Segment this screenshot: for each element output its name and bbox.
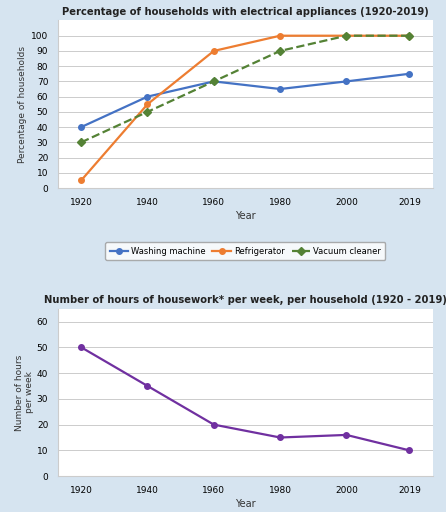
- Hours per week: [407, 447, 412, 454]
- Refrigerator: [344, 33, 349, 39]
- Refrigerator: [277, 33, 283, 39]
- Title: Number of hours of housework* per week, per household (1920 - 2019): Number of hours of housework* per week, …: [44, 295, 446, 305]
- Line: Vacuum cleaner: Vacuum cleaner: [78, 33, 412, 145]
- Refrigerator: [78, 177, 84, 183]
- Washing machine: [78, 124, 84, 130]
- Line: Refrigerator: Refrigerator: [78, 33, 412, 183]
- Hours per week: [344, 432, 349, 438]
- Hours per week: [277, 434, 283, 440]
- Washing machine: [277, 86, 283, 92]
- Vacuum cleaner: [407, 33, 412, 39]
- Vacuum cleaner: [211, 78, 216, 84]
- X-axis label: Year: Year: [235, 499, 256, 509]
- Washing machine: [344, 78, 349, 84]
- Refrigerator: [407, 33, 412, 39]
- Line: Hours per week: Hours per week: [78, 345, 412, 453]
- Title: Percentage of households with electrical appliances (1920-2019): Percentage of households with electrical…: [62, 7, 429, 17]
- Hours per week: [145, 383, 150, 389]
- Line: Washing machine: Washing machine: [78, 71, 412, 130]
- Hours per week: [78, 344, 84, 350]
- X-axis label: Year: Year: [235, 211, 256, 221]
- Legend: Washing machine, Refrigerator, Vacuum cleaner: Washing machine, Refrigerator, Vacuum cl…: [105, 243, 385, 260]
- Y-axis label: Percentage of households: Percentage of households: [18, 46, 27, 163]
- Vacuum cleaner: [277, 48, 283, 54]
- Vacuum cleaner: [78, 139, 84, 145]
- Refrigerator: [145, 101, 150, 108]
- Y-axis label: Number of hours
per week: Number of hours per week: [15, 354, 34, 431]
- Hours per week: [211, 421, 216, 428]
- Vacuum cleaner: [145, 109, 150, 115]
- Refrigerator: [211, 48, 216, 54]
- Vacuum cleaner: [344, 33, 349, 39]
- Washing machine: [211, 78, 216, 84]
- Washing machine: [407, 71, 412, 77]
- Washing machine: [145, 94, 150, 100]
